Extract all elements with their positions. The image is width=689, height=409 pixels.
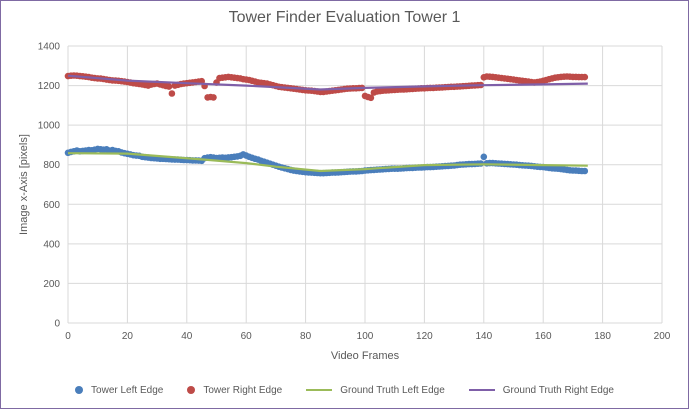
y-tick-label: 0: [54, 319, 60, 330]
legend-label: Tower Left Edge: [91, 384, 164, 396]
legend-swatch: [468, 389, 495, 391]
x-tick-label: 160: [535, 331, 552, 342]
y-tick-label: 400: [43, 239, 60, 250]
data-point: [165, 83, 173, 90]
x-tick-label: 60: [241, 331, 253, 342]
x-tick-label: 20: [122, 331, 134, 342]
x-tick-label: 140: [475, 331, 492, 342]
legend-item: Ground Truth Right Edge: [468, 384, 614, 396]
legend-item: Tower Left Edge: [75, 385, 163, 396]
legend-item: Ground Truth Left Edge: [306, 385, 445, 396]
x-tick-label: 0: [65, 331, 71, 342]
chart-title: Tower Finder Evaluation Tower 1: [228, 9, 461, 26]
x-tick-labels: 0 20 40 60 80 100 120 140 160 180 200: [65, 331, 671, 342]
series-line: [67, 74, 588, 91]
legend-swatch: [306, 389, 333, 391]
series-ground-truth-right-edge: [67, 74, 588, 91]
y-tick-label: 1200: [38, 81, 61, 92]
x-tick-label: 40: [181, 331, 193, 342]
legend-swatch: [187, 386, 196, 394]
data-point: [210, 94, 217, 101]
series-tower-right-edge: [64, 72, 589, 102]
x-tick-label: 100: [357, 331, 374, 342]
data-point: [480, 153, 488, 161]
chart-legend: Tower Left Edge Tower Right Edge Ground Tr…: [0, 382, 689, 398]
legend-label: Ground Truth Left Edge: [340, 384, 445, 396]
legend-label: Ground Truth Right Edge: [502, 384, 614, 396]
y-tick-label: 1000: [38, 121, 61, 132]
x-tick-label: 200: [654, 331, 671, 342]
data-point: [168, 90, 176, 97]
y-tick-label: 1400: [38, 42, 61, 53]
series-line: [67, 152, 588, 173]
data-point: [581, 167, 589, 175]
x-tick-label: 120: [416, 331, 433, 342]
y-tick-label: 200: [43, 279, 60, 290]
y-axis-title: Image x-Axis [pixels]: [18, 134, 30, 235]
legend-item: Tower Right Edge: [187, 385, 282, 396]
legend-swatch: [75, 386, 84, 394]
y-tick-label: 600: [43, 200, 60, 211]
legend-label: Tower Right Edge: [203, 384, 283, 396]
data-point: [367, 94, 375, 102]
y-tick-labels: 0 200 400 600 800 1000 1200 1400: [38, 42, 61, 330]
x-tick-label: 180: [594, 331, 611, 342]
series-ground-truth-left-edge: [67, 152, 588, 173]
data-point: [581, 73, 589, 81]
series-layer: [64, 72, 589, 177]
x-axis-title: Video Frames: [331, 350, 400, 362]
x-tick-label: 80: [300, 331, 312, 342]
y-tick-label: 800: [43, 160, 60, 171]
series-tower-left-edge: [64, 145, 589, 177]
gridlines: [67, 45, 663, 324]
